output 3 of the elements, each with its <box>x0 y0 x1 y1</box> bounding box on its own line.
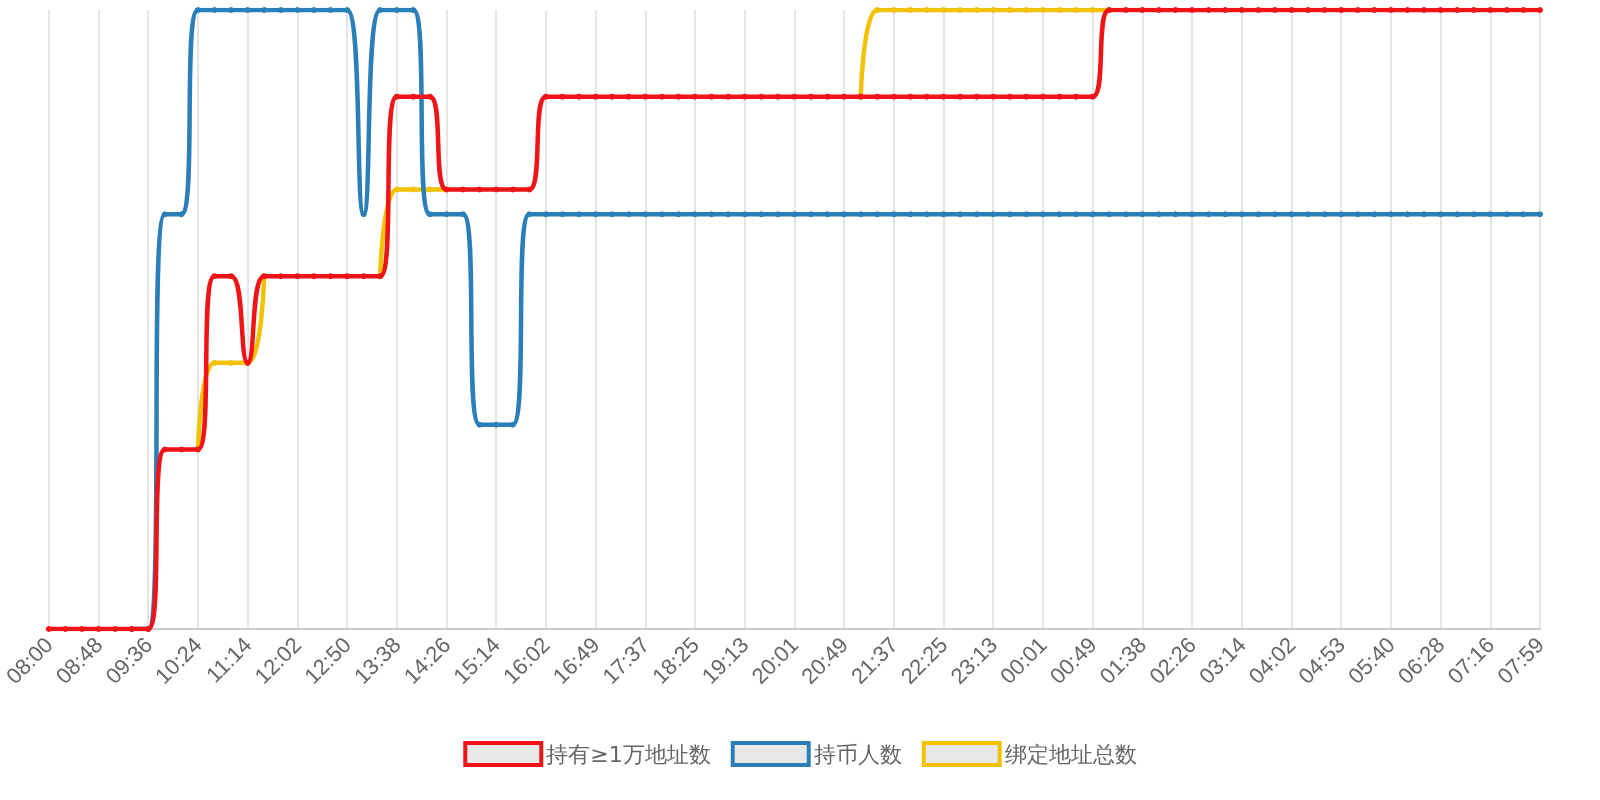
legend-label: 绑定地址总数 <box>1004 741 1137 767</box>
legend-label: 持币人数 <box>813 741 902 767</box>
legend-label: 持有≥1万地址数 <box>546 741 711 767</box>
